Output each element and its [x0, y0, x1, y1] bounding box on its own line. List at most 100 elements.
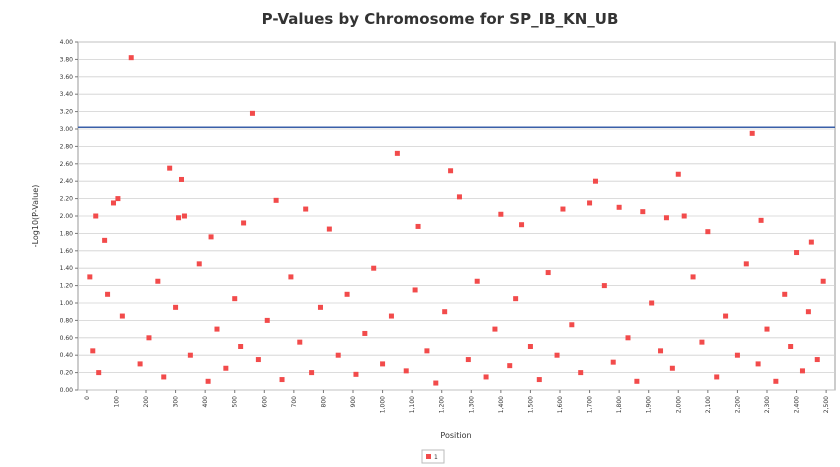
y-tick-label: 2.00 — [60, 213, 74, 220]
point — [96, 370, 102, 376]
point — [167, 165, 173, 171]
point — [442, 309, 448, 315]
point — [161, 374, 167, 380]
y-tick-label: 0.60 — [60, 335, 74, 342]
point — [764, 326, 770, 332]
x-tick-label: 1,100 — [409, 396, 416, 413]
point — [380, 361, 386, 367]
point — [554, 352, 560, 358]
point — [658, 348, 664, 354]
point — [214, 326, 220, 332]
y-tick-label: 3.20 — [60, 109, 74, 116]
point — [155, 278, 161, 284]
point — [187, 352, 193, 358]
point — [232, 296, 238, 302]
point — [208, 234, 214, 240]
y-axis-label: -Log10(P-Value) — [31, 185, 40, 248]
point — [173, 304, 179, 310]
point — [545, 270, 551, 276]
point — [288, 274, 294, 280]
y-tick-label: 2.80 — [60, 143, 74, 150]
y-tick-label: 2.60 — [60, 161, 74, 168]
point — [569, 322, 575, 328]
legend-swatch — [426, 454, 431, 459]
point — [474, 278, 480, 284]
x-tick-label: 1,200 — [439, 396, 446, 413]
x-tick-label: 1,400 — [498, 396, 505, 413]
x-tick-label: 900 — [350, 396, 357, 408]
x-tick-label: 1,900 — [646, 396, 653, 413]
chart-title: P-Values by Chromosome for SP_IB_KN_UB — [262, 10, 619, 28]
point — [415, 223, 421, 229]
point — [690, 274, 696, 280]
point — [87, 274, 93, 280]
point — [388, 313, 394, 319]
point — [424, 348, 430, 354]
y-tick-label: 1.40 — [60, 265, 74, 272]
x-tick-label: 1,800 — [616, 396, 623, 413]
y-tick-label: 2.20 — [60, 196, 74, 203]
point — [176, 215, 182, 221]
point — [273, 197, 279, 203]
point — [649, 300, 655, 306]
point — [808, 239, 814, 245]
point — [255, 357, 261, 363]
point — [640, 209, 646, 215]
point — [326, 226, 332, 232]
point — [663, 215, 669, 221]
x-tick-label: 1,000 — [380, 396, 387, 413]
point — [344, 291, 350, 297]
point — [634, 378, 640, 384]
point — [119, 313, 125, 319]
point — [788, 344, 794, 349]
point — [433, 380, 439, 386]
point — [675, 171, 681, 177]
point — [519, 222, 525, 228]
point — [507, 363, 513, 369]
legend-label: 1 — [434, 454, 438, 461]
point — [758, 217, 764, 223]
point — [297, 339, 303, 345]
y-tick-label: 2.40 — [60, 178, 74, 185]
point — [279, 377, 285, 383]
point — [749, 130, 755, 136]
point — [412, 287, 418, 293]
point — [196, 261, 202, 267]
y-tick-label: 4.00 — [60, 39, 74, 46]
y-tick-label: 0.80 — [60, 317, 74, 324]
point — [249, 110, 255, 116]
point — [223, 365, 229, 371]
point — [587, 200, 593, 206]
x-tick-label: 100 — [113, 396, 120, 408]
point — [513, 296, 519, 302]
point — [560, 206, 566, 212]
point — [309, 370, 315, 376]
point — [773, 378, 779, 384]
x-axis-label: Position — [440, 431, 471, 440]
y-tick-label: 3.40 — [60, 91, 74, 98]
y-tick-label: 3.80 — [60, 56, 74, 63]
point — [743, 261, 749, 267]
point — [178, 176, 184, 182]
x-tick-label: 500 — [232, 396, 239, 408]
point — [303, 206, 309, 212]
x-tick-label: 1,500 — [527, 396, 534, 413]
x-tick-label: 0 — [84, 396, 91, 400]
point — [394, 150, 400, 156]
point — [241, 220, 247, 226]
point — [527, 344, 533, 349]
x-tick-label: 600 — [261, 396, 268, 408]
point — [755, 361, 761, 367]
point — [115, 196, 121, 202]
y-tick-label: 0.40 — [60, 352, 74, 359]
point — [335, 352, 341, 358]
point — [205, 378, 211, 384]
y-tick-label: 3.00 — [60, 126, 74, 133]
point — [536, 377, 542, 383]
point — [465, 357, 471, 363]
point — [820, 278, 826, 284]
y-tick-label: 0.20 — [60, 370, 74, 377]
point — [483, 374, 489, 380]
x-tick-label: 1,600 — [557, 396, 564, 413]
point — [714, 374, 720, 380]
